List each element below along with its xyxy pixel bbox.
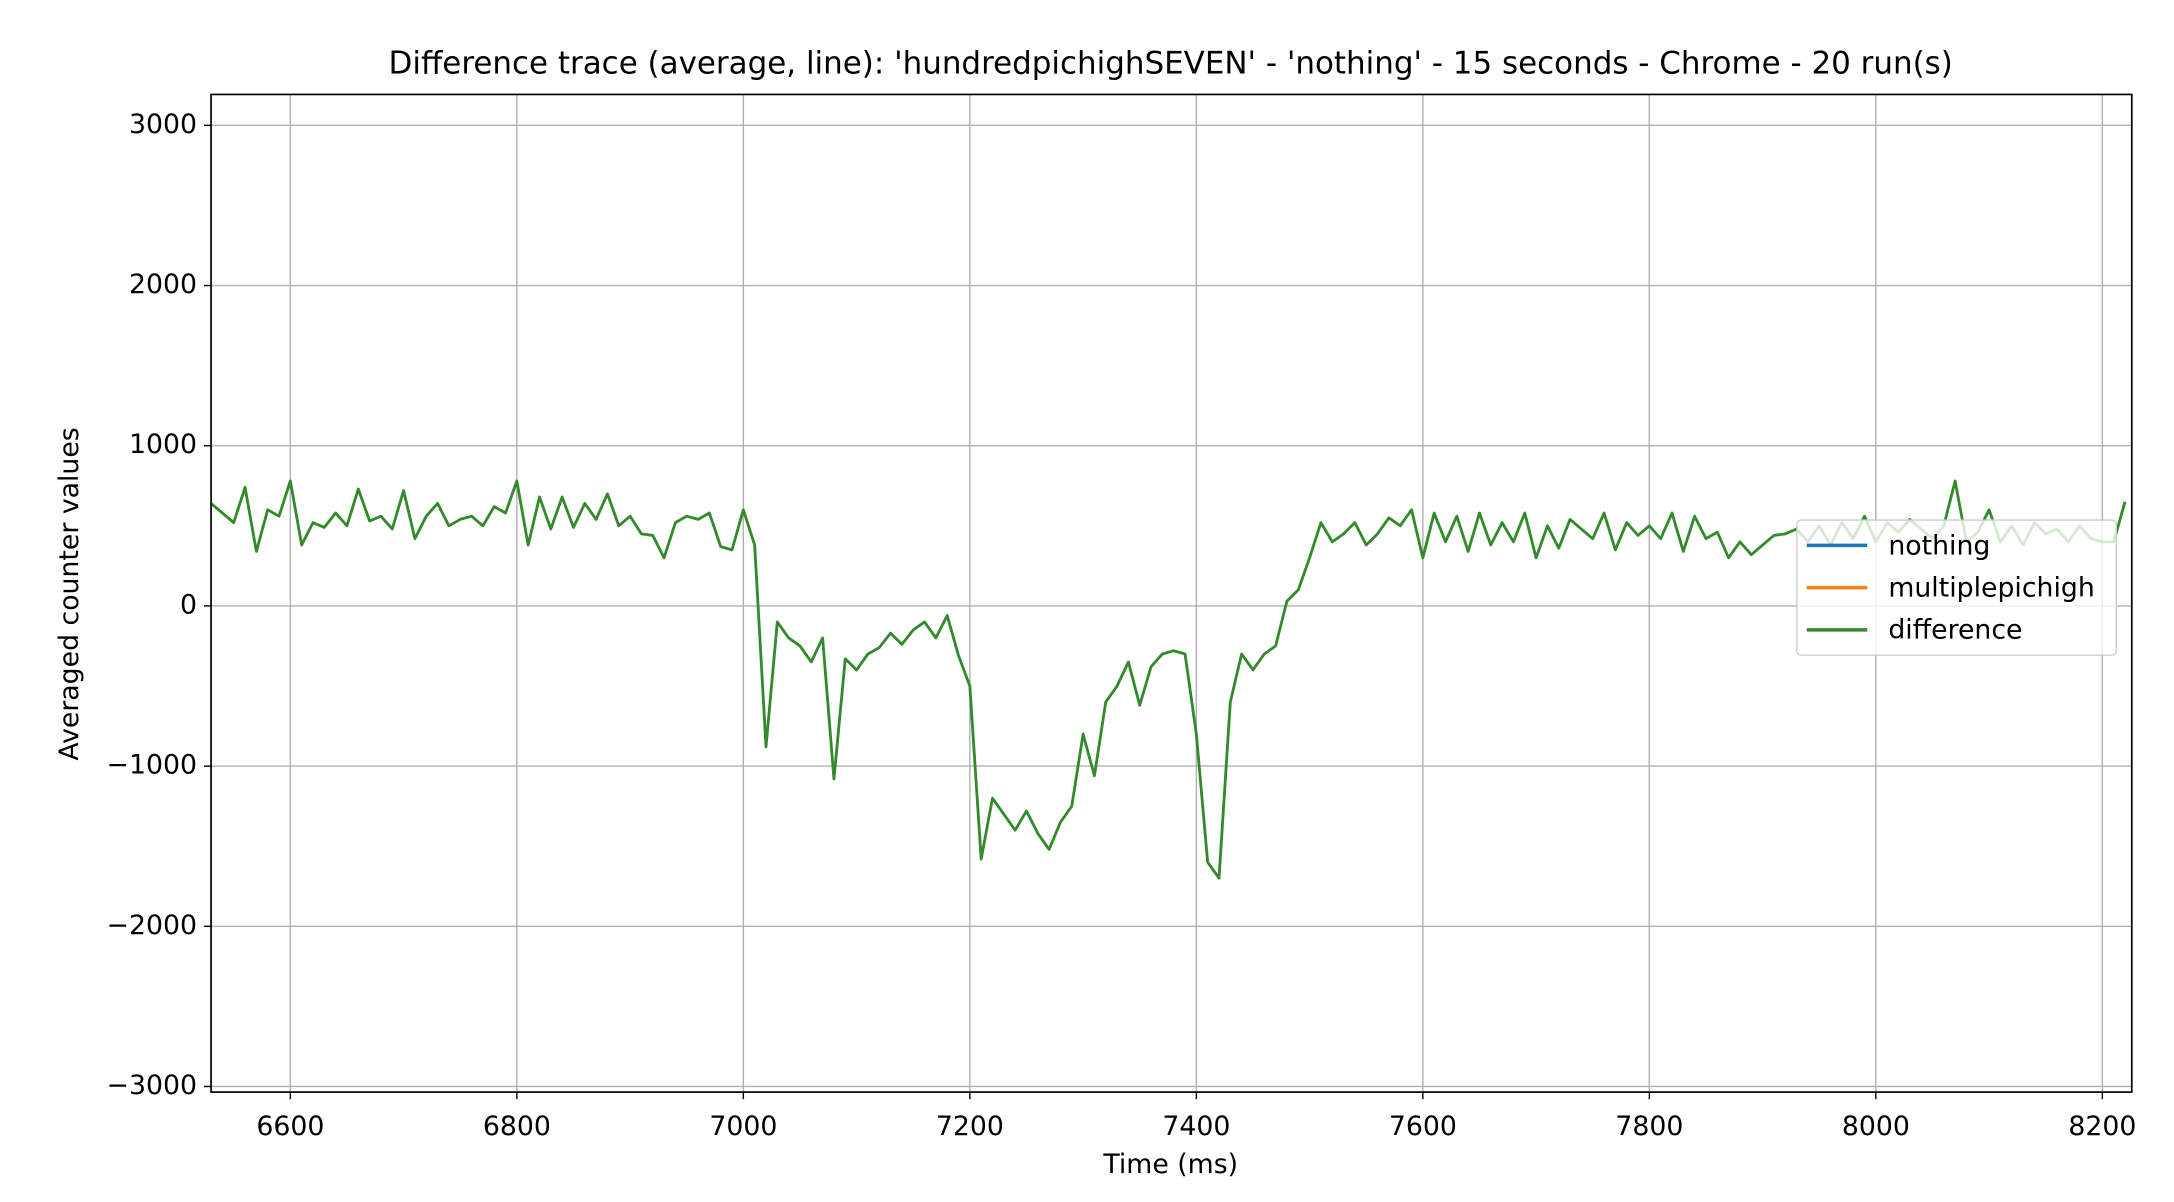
y-axis-label: Averaged counter values <box>54 427 85 760</box>
x-tick-label: 8200 <box>2068 1111 2136 1142</box>
axes-frame <box>210 93 2133 1093</box>
x-tick-label: 7800 <box>1615 1111 1683 1142</box>
x-tick-label: 6600 <box>256 1111 324 1142</box>
y-tick-label: 1000 <box>129 429 197 460</box>
legend-label: multiplepichigh <box>1888 573 2094 604</box>
x-tick-label: 7200 <box>936 1111 1004 1142</box>
x-tick-label: 6800 <box>483 1111 551 1142</box>
x-tick-label: 7600 <box>1389 1111 1457 1142</box>
ticks: 6600 6800 7000 7200 7400 7600 7800 8000 8200 −300… <box>107 109 2137 1142</box>
legend-box <box>1796 519 2118 656</box>
x-tick-label: 8000 <box>1842 1111 1910 1142</box>
y-tick-label: 3000 <box>129 109 197 140</box>
y-tick-label: 2000 <box>129 269 197 300</box>
legend-label: nothing <box>1888 530 1990 561</box>
x-tick-label: 7000 <box>709 1111 777 1142</box>
y-tick-label: 0 <box>180 589 197 620</box>
legend: nothing multiplepichigh difference <box>1796 519 2118 656</box>
x-axis-label: Time (ms) <box>1102 1149 1238 1180</box>
chart-title: Difference trace (average, line): 'hundr… <box>389 45 1953 81</box>
grid <box>211 94 2132 1093</box>
legend-label: difference <box>1888 615 2022 646</box>
y-tick-label: −3000 <box>107 1070 197 1101</box>
x-tick-label: 7400 <box>1162 1111 1230 1142</box>
y-tick-label: −1000 <box>107 750 197 781</box>
y-tick-label: −2000 <box>107 910 197 941</box>
